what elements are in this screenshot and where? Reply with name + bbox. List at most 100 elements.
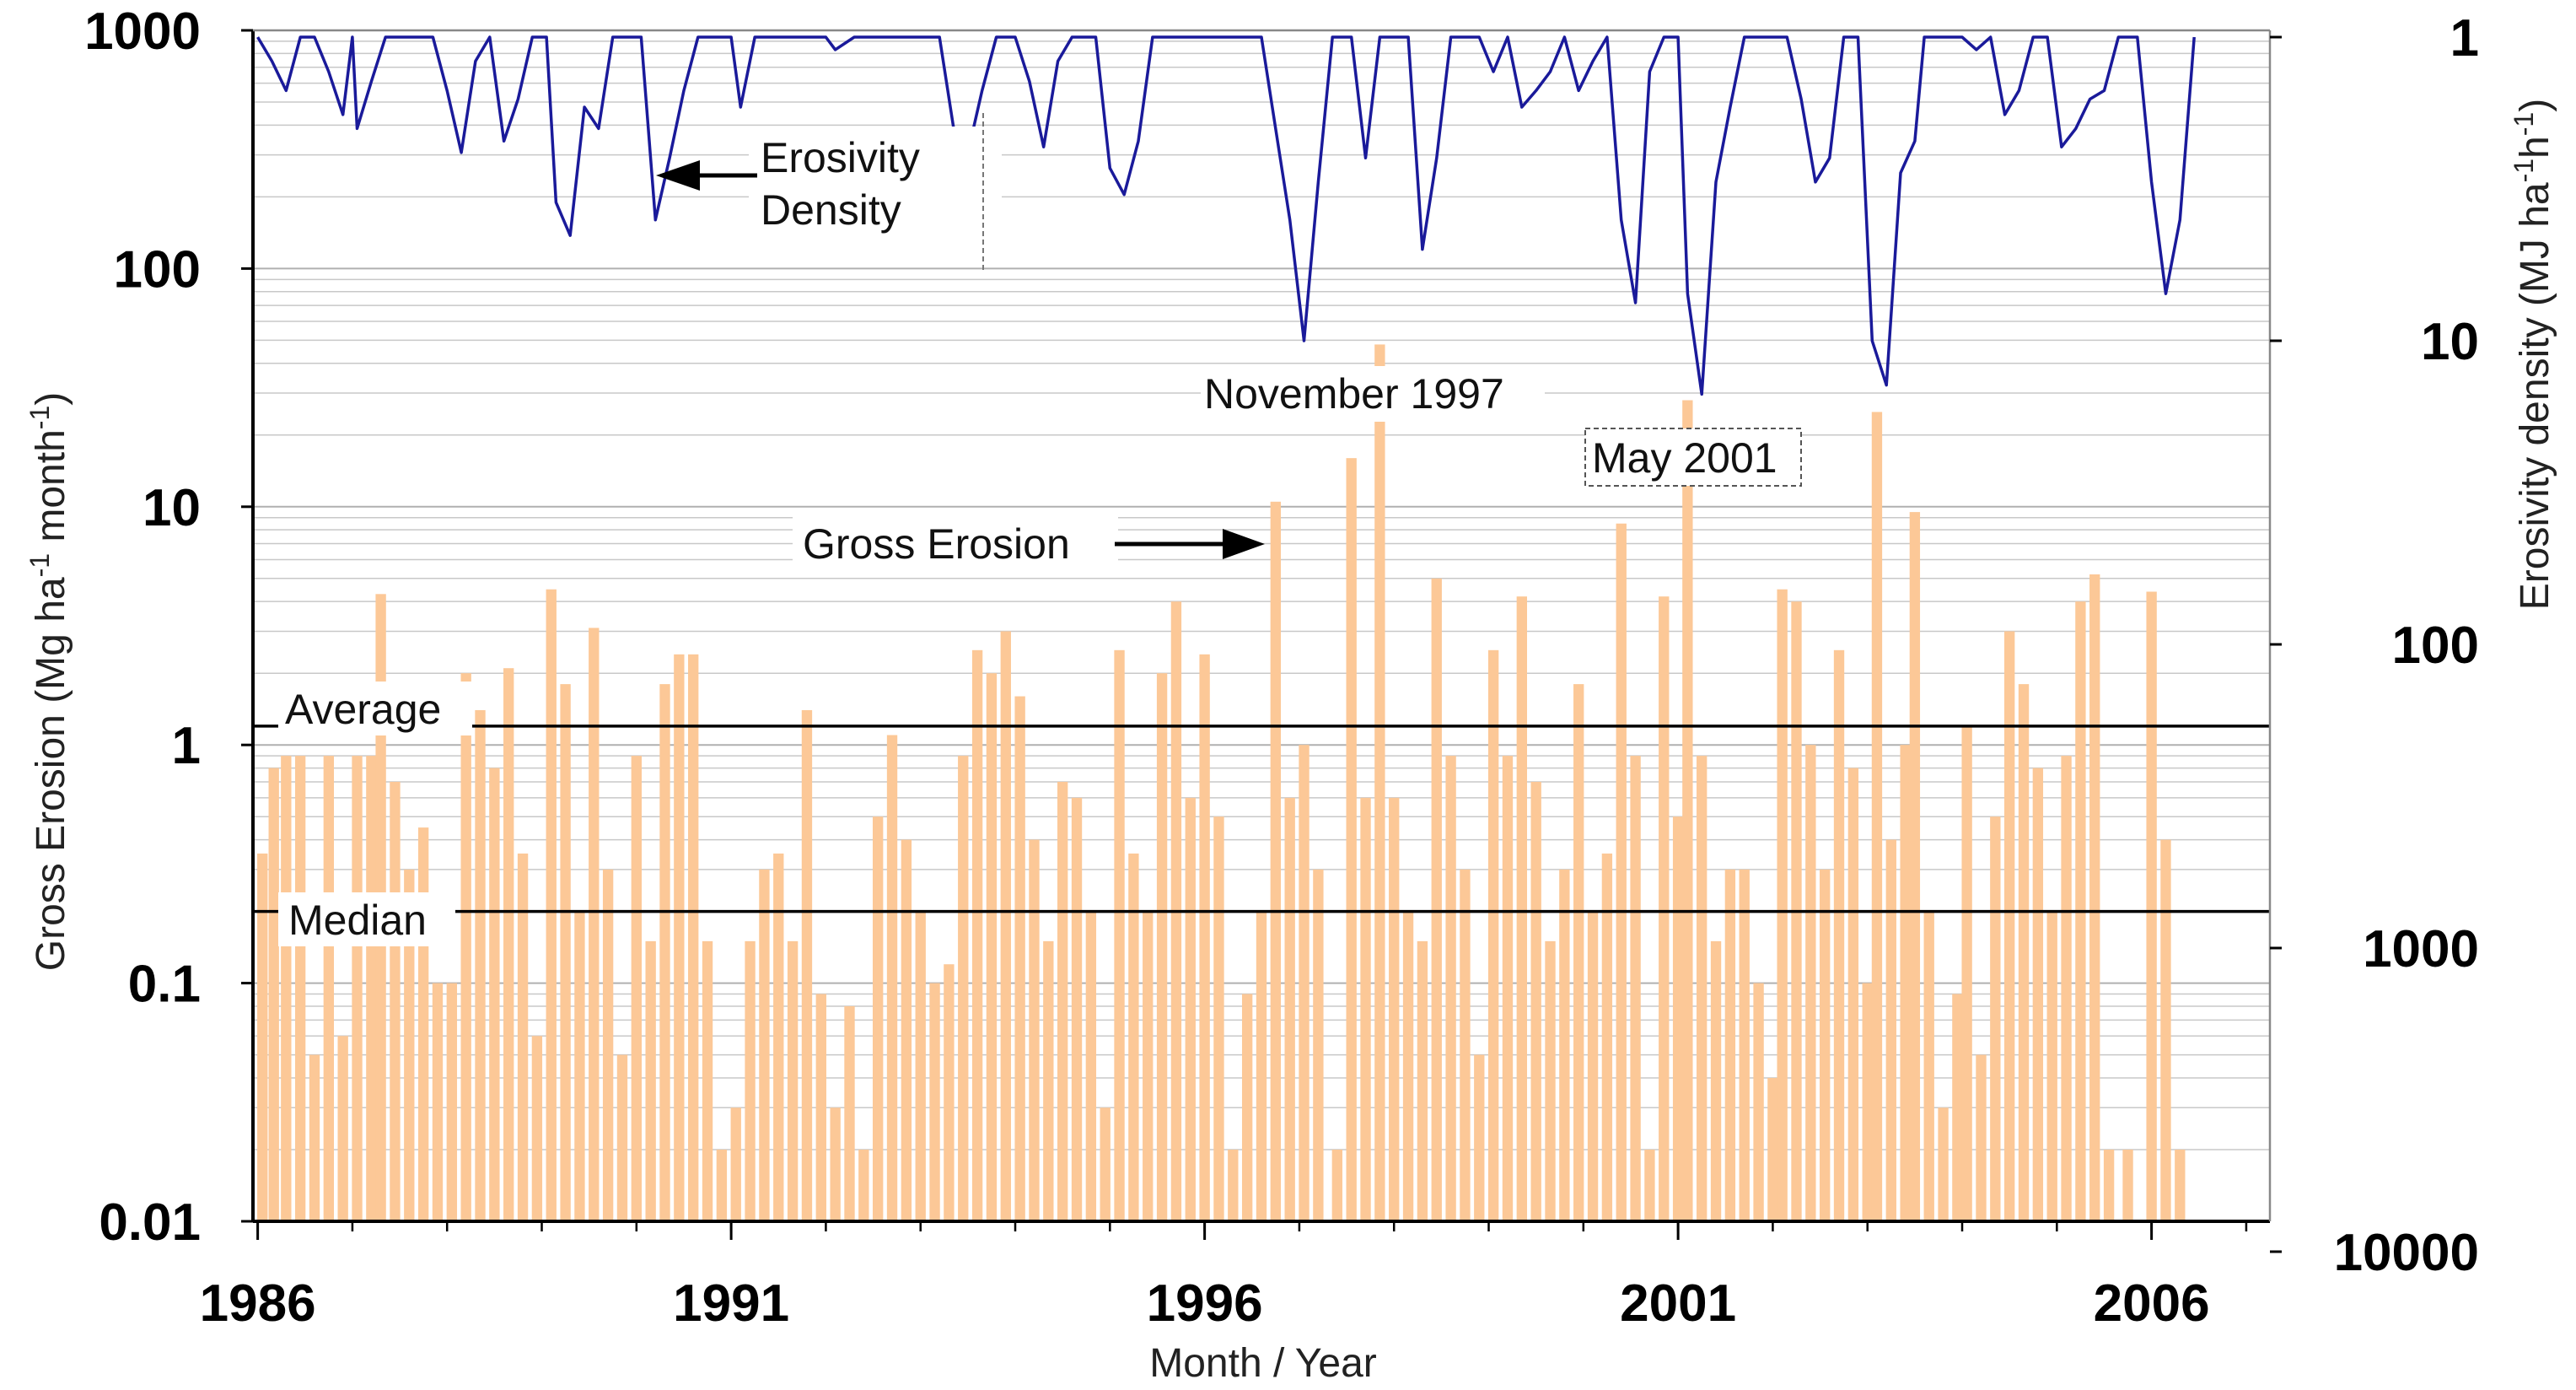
right-axis-title-mid: h [2513, 136, 2557, 159]
erosion-bar [1474, 1054, 1485, 1221]
erosion-bar [1559, 869, 1570, 1221]
erosion-bar [1616, 523, 1627, 1221]
erosion-bar [1284, 797, 1295, 1221]
erosion-bar [1213, 816, 1224, 1221]
erosion-bar [1682, 400, 1693, 1221]
left-tick-label: 1000 [84, 3, 201, 61]
erosion-bar [1530, 781, 1541, 1221]
erosion-bar [773, 853, 784, 1221]
gross-erosion-bars [257, 344, 2186, 1221]
erosion-bar [2103, 1149, 2115, 1221]
erosion-bar [257, 853, 268, 1221]
erosion-bar [489, 768, 500, 1221]
erosion-bar [1143, 911, 1154, 1221]
erosion-bar [1573, 684, 1584, 1221]
erosion-bar [1833, 649, 1845, 1221]
erosivity-density-line [256, 35, 2196, 396]
erosion-bar [645, 940, 656, 1221]
erosion-bar [616, 1054, 628, 1221]
erosion-bar [2089, 574, 2100, 1221]
erosion-bar [294, 756, 306, 1221]
erosion-bar [404, 869, 415, 1221]
erosion-bar [366, 756, 377, 1221]
erosion-bar [730, 1107, 741, 1221]
erosion-bar [674, 654, 685, 1221]
erosion-bar [1805, 745, 1816, 1221]
erosion-bar [589, 628, 600, 1221]
erosion-bar [1820, 869, 1831, 1221]
right-axis-title-sup2: -1 [2509, 112, 2539, 136]
erosivity-density-path [256, 35, 2196, 396]
erosion-bar [944, 964, 955, 1221]
erosion-bar [1156, 673, 1168, 1221]
erosion-bar [1976, 1054, 1987, 1221]
erosion-bar [1938, 1107, 1949, 1221]
erosion-bar [2061, 756, 2072, 1221]
erosion-bar [1389, 797, 1400, 1221]
may2001-label-box [1584, 428, 1802, 487]
erosion-bar [2160, 839, 2171, 1221]
plot-frame [251, 29, 2272, 1223]
right-axis-title: Erosivity density (MJ ha-1h-1) [2509, 99, 2557, 610]
erosivity-arrow-head [656, 160, 700, 191]
left-tick-label: 100 [114, 240, 201, 299]
erosion-bar [503, 668, 514, 1221]
left-tick-label: 0.01 [99, 1193, 201, 1252]
erosion-bar [1862, 983, 1873, 1221]
erosion-bar [1256, 911, 1267, 1221]
erosion-bar [915, 911, 926, 1221]
erosion-bar [602, 869, 614, 1221]
erosion-bar [1128, 853, 1139, 1221]
erosion-bar [337, 1036, 348, 1221]
erosion-bar [446, 983, 458, 1221]
erosivity-label-line2: Density [761, 186, 901, 234]
nov1997-label-bg [1201, 366, 1545, 422]
left-axis-title-mid: month [29, 429, 73, 553]
erosion-bar [460, 673, 471, 1221]
erosion-bar [1601, 853, 1613, 1221]
erosion-bar [1644, 1149, 1655, 1221]
right-axis-title-close: ) [2513, 99, 2557, 112]
average-label: Average [285, 686, 441, 733]
erosion-bar [1331, 1149, 1343, 1221]
erosion-bar [830, 1107, 841, 1221]
erosion-bar [688, 654, 699, 1221]
right-axis-title-main: Erosivity density (MJ ha [2513, 182, 2557, 610]
erosion-bar [702, 940, 713, 1221]
x-tick-label: 2006 [2094, 1274, 2210, 1333]
erosion-bar [1199, 654, 1210, 1221]
erosion-bar [2175, 1149, 2186, 1221]
left-axis-title-main: Gross Erosion (Mg ha [29, 577, 73, 971]
erosion-bar [1185, 797, 1196, 1221]
erosion-bar [1085, 911, 1097, 1221]
erosion-bar [1417, 940, 1428, 1221]
erosion-bar [787, 940, 799, 1221]
erosion-bar [1909, 512, 1921, 1221]
erosion-bar [2018, 684, 2030, 1221]
erosivity-label-bg [749, 127, 1002, 245]
erosion-bar [1753, 983, 1764, 1221]
erosion-bar [1402, 911, 1414, 1221]
erosion-bar [759, 869, 770, 1221]
erosion-bar [1697, 756, 1707, 1221]
erosion-bar [659, 684, 670, 1221]
erosion-bar [1502, 756, 1514, 1221]
erosion-bar [1871, 412, 1883, 1221]
gross-erosion-label-bg [793, 516, 1118, 574]
erosion-bar [815, 994, 826, 1221]
erosion-bar [1923, 911, 1934, 1221]
right-tick-label: 10000 [2334, 1224, 2479, 1282]
erosion-bar [1724, 869, 1736, 1221]
left-tick-label: 10 [143, 479, 201, 537]
average-label-bg [278, 682, 472, 735]
erosion-bar [1739, 869, 1750, 1221]
x-tick-label: 2001 [1620, 1274, 1736, 1333]
right-tick-label: 1 [2450, 9, 2479, 67]
reference-labels: Average Median [278, 682, 472, 946]
x-tick-label: 1996 [1147, 1274, 1263, 1333]
erosion-bar [1071, 797, 1083, 1221]
erosion-bar [631, 756, 642, 1221]
erosion-bar [517, 853, 529, 1221]
erosion-bar [1374, 344, 1385, 1221]
erosion-bar [560, 684, 571, 1221]
